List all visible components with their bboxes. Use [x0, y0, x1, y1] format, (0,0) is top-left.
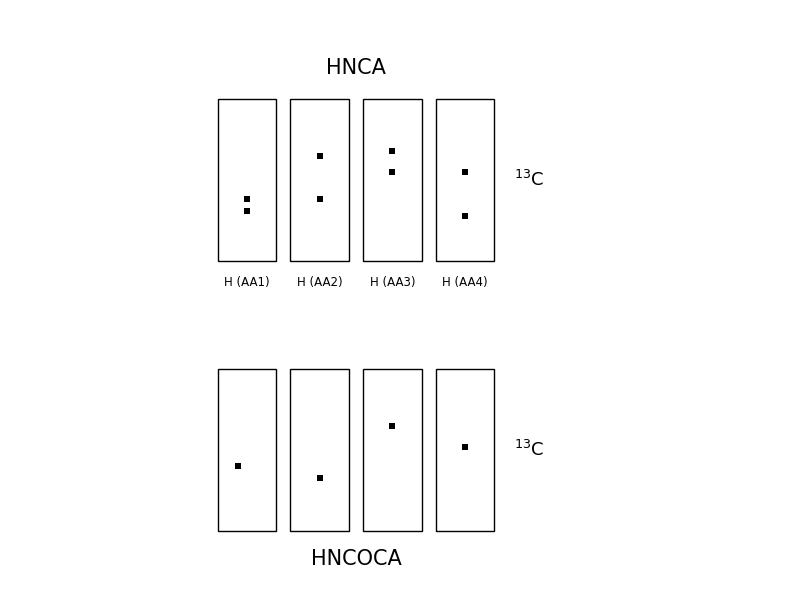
- Bar: [363, 99, 422, 261]
- Bar: [436, 99, 494, 261]
- Bar: [218, 369, 276, 531]
- Text: H (AA3): H (AA3): [370, 276, 415, 289]
- Text: HNCA: HNCA: [326, 58, 386, 78]
- Bar: [290, 369, 349, 531]
- Text: $^{13}$C: $^{13}$C: [514, 170, 545, 190]
- Text: H (AA2): H (AA2): [297, 276, 342, 289]
- Text: H (AA1): H (AA1): [224, 276, 270, 289]
- Bar: [218, 99, 276, 261]
- Bar: [290, 99, 349, 261]
- Text: HNCOCA: HNCOCA: [310, 549, 402, 569]
- Text: H (AA4): H (AA4): [442, 276, 488, 289]
- Text: $^{13}$C: $^{13}$C: [514, 440, 545, 460]
- Bar: [436, 369, 494, 531]
- Bar: [363, 369, 422, 531]
